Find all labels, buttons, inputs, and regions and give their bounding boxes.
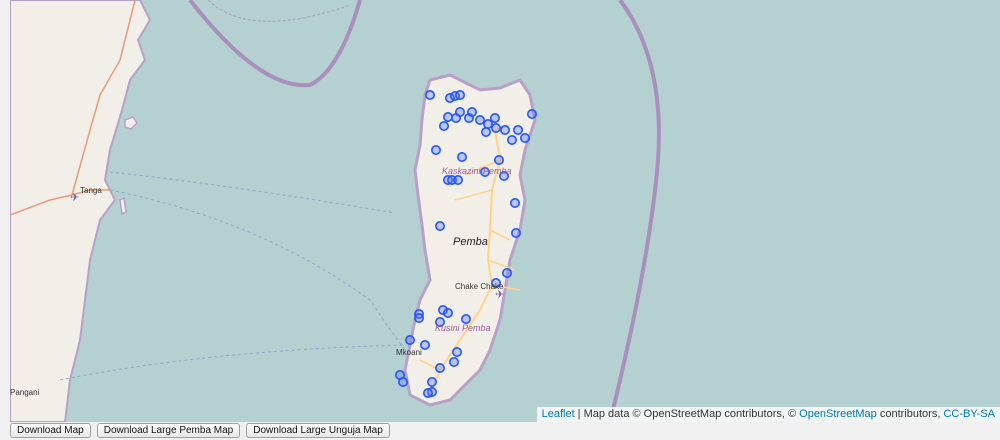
facility-marker[interactable] (474, 115, 485, 126)
facility-marker[interactable] (413, 312, 424, 323)
facility-marker[interactable] (434, 221, 445, 232)
maritime-boundary-1 (188, 0, 362, 88)
facility-marker[interactable] (490, 123, 501, 134)
map-tiles: ✈ ✈ (10, 0, 661, 422)
facility-marker[interactable] (451, 346, 462, 357)
facility-marker[interactable] (437, 304, 448, 315)
facility-marker[interactable] (404, 334, 415, 345)
health-facility-markers[interactable] (394, 90, 537, 398)
facility-marker[interactable] (499, 125, 510, 136)
airport-icon-tanga: ✈ (70, 192, 79, 204)
leaflet-link[interactable]: Leaflet (541, 408, 575, 420)
label-pangani: Pangani (10, 388, 40, 397)
facility-marker[interactable] (519, 133, 530, 144)
facility-marker[interactable] (438, 121, 449, 132)
facility-marker[interactable] (448, 356, 459, 367)
toolbar: Download Map Download Large Pemba Map Do… (10, 423, 390, 440)
download-map-button[interactable]: Download Map (10, 423, 91, 438)
facility-marker[interactable] (452, 175, 463, 186)
facility-marker[interactable] (493, 155, 504, 166)
facility-marker[interactable] (456, 152, 467, 163)
facility-marker[interactable] (512, 125, 523, 136)
facility-marker[interactable] (434, 316, 445, 327)
facility-marker[interactable] (498, 171, 509, 182)
facility-marker[interactable] (482, 119, 493, 130)
label-chake-chake: Chake Chake (455, 282, 504, 291)
facility-marker[interactable] (430, 145, 441, 156)
facility-marker[interactable] (397, 376, 408, 387)
facility-marker[interactable] (509, 198, 520, 209)
maritime-boundary-2 (608, 0, 661, 422)
facility-marker[interactable] (460, 313, 471, 324)
label-tanga: Tanga (80, 186, 102, 195)
download-large-unguja-map-button[interactable]: Download Large Unguja Map (246, 423, 390, 438)
facility-marker[interactable] (434, 362, 445, 373)
facility-marker[interactable] (444, 93, 455, 104)
facility-marker[interactable] (424, 90, 435, 101)
osm-link[interactable]: OpenStreetMap (799, 408, 877, 420)
facility-marker[interactable] (526, 109, 537, 120)
facility-marker[interactable] (480, 127, 491, 138)
attribution-text-2: contributors, (876, 408, 944, 420)
facility-marker[interactable] (466, 107, 477, 118)
facility-marker[interactable] (454, 107, 465, 118)
facility-marker[interactable] (454, 90, 465, 101)
label-kusini-pemba: Kusini Pemba (435, 323, 491, 333)
label-pemba: Pemba (453, 236, 488, 248)
facility-marker[interactable] (426, 376, 437, 387)
facility-marker[interactable] (442, 112, 453, 123)
label-kaskazini-pemba: Kaskazini Pemba (442, 166, 512, 176)
facility-marker[interactable] (442, 307, 453, 318)
facility-marker[interactable] (419, 339, 430, 350)
facility-marker[interactable] (490, 277, 501, 288)
map-attribution: Leaflet | Map data © OpenStreetMap contr… (536, 407, 1000, 422)
airport-icon-pemba: ✈ (495, 289, 504, 301)
download-large-pemba-map-button[interactable]: Download Large Pemba Map (96, 423, 241, 438)
mainland-land (10, 0, 152, 422)
license-link[interactable]: CC-BY-SA (943, 408, 995, 420)
facility-marker[interactable] (510, 228, 521, 239)
facility-marker[interactable] (422, 387, 433, 398)
label-mkoani: Mkoani (396, 348, 422, 357)
facility-marker[interactable] (489, 113, 500, 124)
facility-marker[interactable] (506, 135, 517, 146)
attribution-text-1: | Map data © OpenStreetMap contributors,… (574, 408, 800, 420)
facility-marker[interactable] (479, 167, 490, 178)
facility-marker[interactable] (501, 267, 512, 278)
map[interactable]: ✈ ✈ Tanga Pemba Kaskazini Pemba Kusini P… (10, 0, 1000, 422)
